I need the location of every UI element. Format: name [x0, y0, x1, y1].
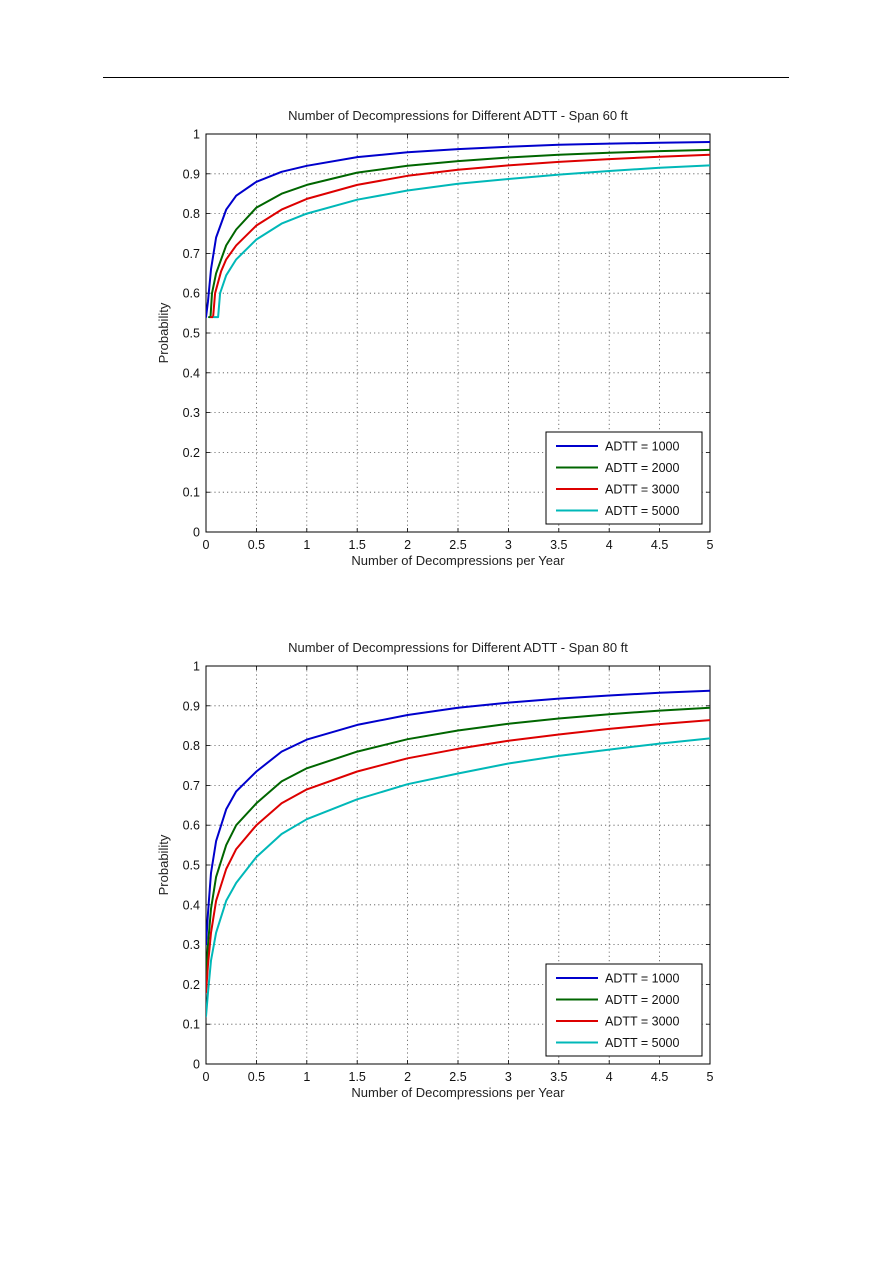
- y-tick-label: 0.3: [183, 406, 200, 420]
- series-line-adtt-3: [206, 737, 710, 1018]
- chart-title: Number of Decompressions for Different A…: [288, 108, 628, 123]
- chart-span-80ft: Number of Decompressions for Different A…: [156, 640, 714, 1100]
- x-tick-label: 1: [303, 538, 310, 552]
- y-tick-label: 0.4: [183, 898, 200, 912]
- x-tick-label: 2: [404, 1070, 411, 1084]
- y-tick-label: 0.7: [183, 247, 200, 261]
- y-tick-label: 1: [193, 660, 200, 674]
- x-tick-label: 2.5: [449, 538, 466, 552]
- x-tick-label: 3.5: [550, 538, 567, 552]
- legend-box: [545, 431, 703, 525]
- legend-entry: ADTT = 5000: [605, 504, 680, 518]
- series-line-adtt-1: [208, 148, 710, 319]
- series-line-adtt-3: [213, 164, 710, 319]
- series-line-adtt-0: [206, 689, 710, 946]
- chart-title: Number of Decompressions for Different A…: [288, 640, 628, 655]
- y-tick-label: 0.8: [183, 739, 200, 753]
- x-tick-label: 1.5: [349, 1070, 366, 1084]
- legend-entry: ADTT = 3000: [605, 483, 680, 497]
- x-tick-label: 0: [203, 1070, 210, 1084]
- legend-entry: ADTT = 1000: [605, 440, 680, 454]
- legend-entry: ADTT = 3000: [605, 1015, 680, 1029]
- y-tick-label: 0: [193, 526, 200, 540]
- series-line-adtt-2: [206, 719, 710, 994]
- page-header-rule: [103, 77, 789, 78]
- x-tick-label: 0.5: [248, 1070, 265, 1084]
- x-tick-label: 4.5: [651, 1070, 668, 1084]
- y-tick-label: 0.5: [183, 859, 200, 873]
- y-axis-label: Probability: [156, 302, 171, 363]
- y-tick-label: 0.3: [183, 938, 200, 952]
- x-tick-label: 0: [203, 538, 210, 552]
- y-tick-label: 0.1: [183, 486, 200, 500]
- x-tick-label: 3.5: [550, 1070, 567, 1084]
- legend-entry: ADTT = 2000: [605, 993, 680, 1007]
- legend: ADTT = 1000 ADTT = 2000 ADTT = 3000 ADTT = …: [545, 431, 703, 525]
- y-tick-label: 0.8: [183, 207, 200, 221]
- series-group: [206, 689, 710, 1018]
- y-tick-label: 1: [193, 128, 200, 142]
- legend-box: [545, 963, 703, 1057]
- legend-entry: ADTT = 5000: [605, 1036, 680, 1050]
- x-tick-label: 5: [707, 1070, 714, 1084]
- y-tick-label: 0.6: [183, 819, 200, 833]
- x-tick-label: 4.5: [651, 538, 668, 552]
- x-tick-label: 4: [606, 1070, 613, 1084]
- x-tick-label: 3: [505, 1070, 512, 1084]
- legend-entry: ADTT = 1000: [605, 972, 680, 986]
- y-tick-label: 0.5: [183, 327, 200, 341]
- x-axis-label: Number of Decompressions per Year: [351, 553, 565, 568]
- y-tick-label: 0.2: [183, 978, 200, 992]
- y-grid: [206, 173, 710, 493]
- y-tick-label: 0.6: [183, 287, 200, 301]
- y-tick-label: 0.1: [183, 1018, 200, 1032]
- y-tick-label: 0.9: [183, 699, 200, 713]
- y-axis-label: Probability: [156, 834, 171, 895]
- x-tick-label: 0.5: [248, 538, 265, 552]
- x-tick-label: 2: [404, 538, 411, 552]
- x-tick-label: 1: [303, 1070, 310, 1084]
- y-tick-label: 0.7: [183, 779, 200, 793]
- x-tick-label: 1.5: [349, 538, 366, 552]
- x-tick-label: 3: [505, 538, 512, 552]
- legend-entry: ADTT = 2000: [605, 461, 680, 475]
- y-tick-label: 0.2: [183, 446, 200, 460]
- series-group: [206, 141, 710, 319]
- x-tick-label: 2.5: [449, 1070, 466, 1084]
- plot-frame: [205, 133, 711, 533]
- x-axis-label: Number of Decompressions per Year: [351, 1085, 565, 1100]
- y-tick-label: 0: [193, 1058, 200, 1072]
- x-tick-label: 5: [707, 538, 714, 552]
- y-tick-label: 0.4: [183, 366, 200, 380]
- chart-span-60ft: Number of Decompressions for Different A…: [156, 108, 714, 568]
- legend: ADTT = 1000 ADTT = 2000 ADTT = 3000 ADTT = …: [545, 963, 703, 1057]
- series-line-adtt-1: [206, 706, 710, 978]
- y-tick-label: 0.9: [183, 167, 200, 181]
- plot-frame: [205, 665, 711, 1065]
- series-line-adtt-0: [206, 141, 710, 319]
- x-tick-label: 4: [606, 538, 613, 552]
- series-line-adtt-2: [210, 153, 710, 319]
